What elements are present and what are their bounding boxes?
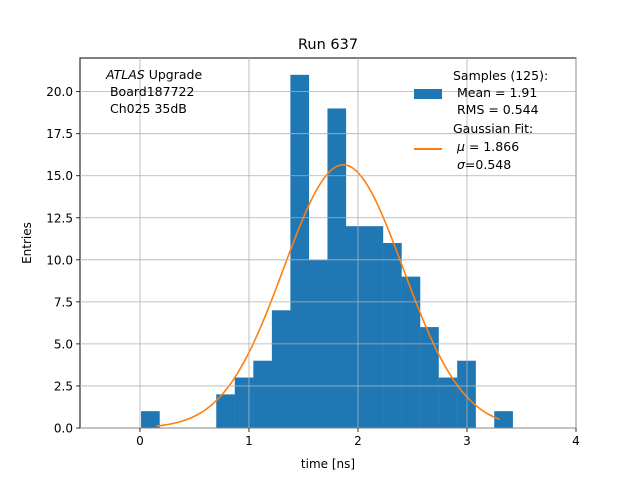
fit-layer [156,163,500,427]
annotation-line-2: Board187722 [106,84,194,99]
x-tick-label-0: 0 [136,434,144,448]
annotation-atlas: ATLAS [105,67,145,82]
histogram-bar-5 [290,74,310,429]
x-tick-label-1: 1 [245,434,253,448]
histogram-bar-10 [383,243,402,428]
histogram-bar-8 [345,226,365,428]
y-tick-label-3: 7.5 [54,295,73,309]
annotation-upgrade: Upgrade [145,67,203,82]
histogram-bar-1 [216,394,235,428]
legend-hist-line-3: RMS = 0.544 [453,102,539,117]
legend-hist-swatch [414,89,442,99]
legend-mu-value: = 1.866 [465,139,519,154]
histogram-bar-12 [420,327,439,428]
legend-fit-title: Gaussian Fit: [453,121,533,136]
histogram-bar-3 [253,360,272,428]
annotation-line-3: Ch025 35dB [106,101,187,116]
legend-mu-symbol: μ [456,139,465,154]
legend-fit-mu: μ = 1.866 [453,139,519,154]
histogram-bar-15 [494,411,513,428]
gaussian-fit-curve [156,163,500,427]
atlas-annotation: ATLAS Upgrade Board187722 Ch025 35dB [105,67,202,116]
legend-sigma-value: =0.548 [465,157,511,172]
y-tick-label-4: 10.0 [46,253,73,267]
x-tick-label-3: 3 [463,434,471,448]
histogram-bar-0 [141,411,160,428]
annotation-line-1: ATLAS Upgrade [105,67,202,82]
y-tick-label-2: 5.0 [54,337,73,351]
y-tick-label-8: 20.0 [46,85,73,99]
histogram-bar-9 [364,226,384,428]
legend-hist-line-1: Samples (125): [453,68,548,83]
chart-title: Run 637 [298,37,358,53]
legend: Samples (125): Mean = 1.91 RMS = 0.544 G… [414,68,548,172]
legend-hist-line-2: Mean = 1.91 [453,85,537,100]
histogram-bar-13 [438,377,458,428]
histogram-bar-11 [401,276,421,428]
histogram-bar-4 [271,310,291,428]
histogram-bar-14 [457,360,476,428]
x-tick-label-4: 4 [572,434,580,448]
x-tick-label-2: 2 [354,434,362,448]
y-tick-label-0: 0.0 [54,422,73,436]
legend-sigma-symbol: σ [457,157,466,172]
legend-fit-sigma: σ=0.548 [453,157,511,172]
y-axis-label: Entries [20,222,34,264]
y-tick-label-7: 17.5 [46,127,73,141]
ticks-layer: 0 1 2 3 4 0.0 2.5 5.0 7.5 10.0 12.5 15.0 17.5 20.0 [46,58,580,448]
x-axis-label: time [ns] [301,457,355,471]
y-tick-label-5: 12.5 [46,211,73,225]
histogram-bar-7 [327,108,347,429]
histogram-bar-2 [234,377,254,428]
y-tick-label-1: 2.5 [54,379,73,393]
y-tick-label-6: 15.0 [46,169,73,183]
